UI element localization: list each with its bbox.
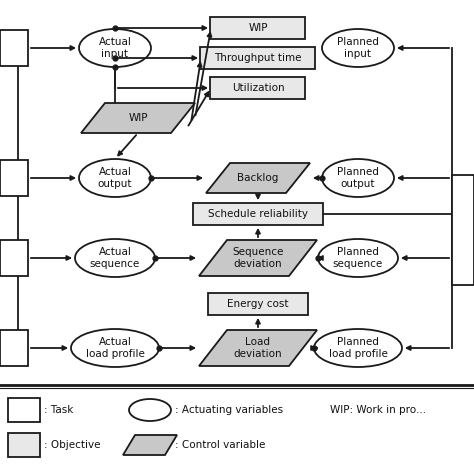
Text: Actual
sequence: Actual sequence (90, 247, 140, 269)
Text: Actual
output: Actual output (98, 167, 132, 189)
Text: Planned
sequence: Planned sequence (333, 247, 383, 269)
Text: : Task: : Task (44, 405, 73, 415)
Ellipse shape (79, 159, 151, 197)
Bar (8, 398, 40, 422)
Ellipse shape (71, 329, 159, 367)
Text: WIP: WIP (128, 113, 148, 123)
Text: : Control variable: : Control variable (175, 440, 265, 450)
Ellipse shape (318, 239, 398, 277)
Text: Throughput time: Throughput time (214, 53, 302, 63)
Bar (210, 77, 306, 99)
Bar (452, 175, 474, 285)
Bar (0, 30, 28, 66)
Polygon shape (206, 163, 310, 193)
Text: Energy cost: Energy cost (227, 299, 289, 309)
Text: Sequence
deviation: Sequence deviation (232, 247, 283, 269)
Text: : Actuating variables: : Actuating variables (175, 405, 283, 415)
Text: Planned
load profile: Planned load profile (328, 337, 387, 359)
Polygon shape (199, 330, 317, 366)
Bar (208, 293, 308, 315)
Text: Actual
load profile: Actual load profile (86, 337, 145, 359)
Bar (193, 203, 323, 225)
Text: WIP: Work in pro...: WIP: Work in pro... (330, 405, 426, 415)
Text: Planned
output: Planned output (337, 167, 379, 189)
Text: Actual
input: Actual input (99, 37, 131, 59)
Ellipse shape (129, 399, 171, 421)
Polygon shape (123, 435, 177, 455)
Text: Planned
input: Planned input (337, 37, 379, 59)
Polygon shape (81, 103, 195, 133)
Text: WIP: WIP (248, 23, 268, 33)
Text: : Objective: : Objective (44, 440, 100, 450)
Polygon shape (199, 240, 317, 276)
Text: Utilization: Utilization (232, 83, 284, 93)
Ellipse shape (322, 159, 394, 197)
Ellipse shape (79, 29, 151, 67)
Bar (210, 17, 306, 39)
Bar (0, 330, 28, 366)
Ellipse shape (322, 29, 394, 67)
Ellipse shape (75, 239, 155, 277)
Ellipse shape (314, 329, 402, 367)
Bar (201, 47, 316, 69)
Text: Backlog: Backlog (237, 173, 279, 183)
Text: Load
deviation: Load deviation (234, 337, 283, 359)
Bar (0, 240, 28, 276)
Bar (0, 160, 28, 196)
Text: Schedule reliability: Schedule reliability (208, 209, 308, 219)
Bar (8, 433, 40, 457)
